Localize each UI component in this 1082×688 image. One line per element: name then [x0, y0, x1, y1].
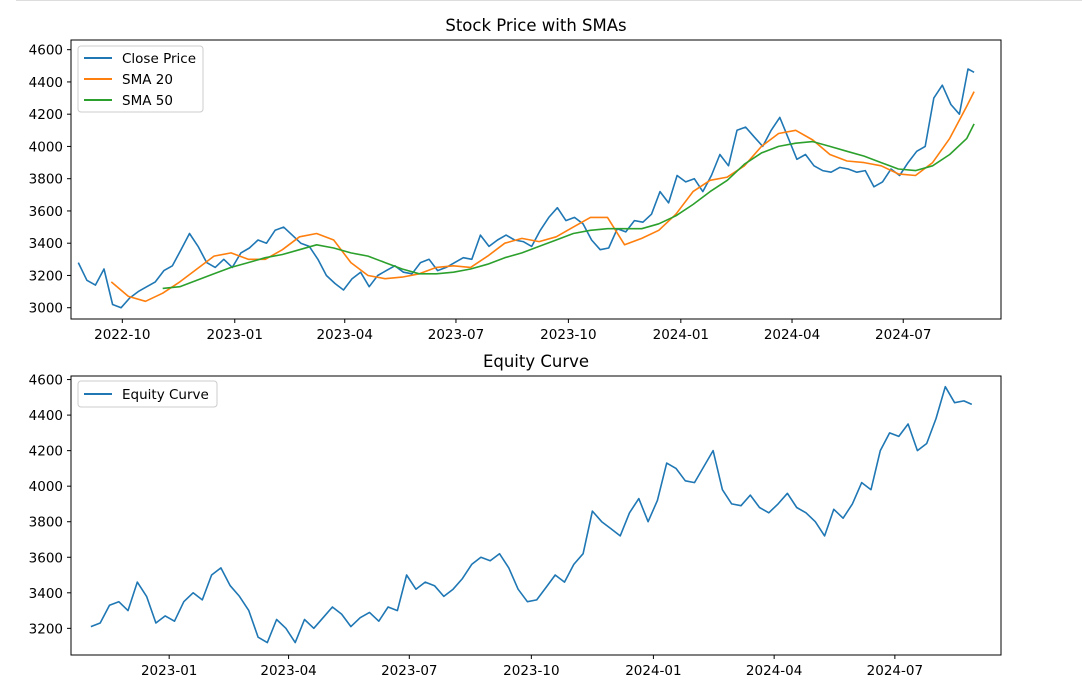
- legend: Close Price SMA 20 SMA 50: [77, 45, 204, 113]
- x-tick-label: 2023-10: [540, 327, 596, 343]
- x-tick-label: 2024-04: [746, 663, 802, 679]
- y-tick-label: 3200: [29, 621, 63, 637]
- chart-title: Equity Curve: [483, 352, 589, 371]
- x-tick-label: 2024-01: [653, 327, 709, 343]
- x-tick-label: 2024-07: [875, 327, 931, 343]
- x-tick-label: 2024-07: [867, 663, 923, 679]
- legend-box: [77, 380, 218, 408]
- x-tick-label: 2023-07: [381, 663, 437, 679]
- y-tick-label: 3200: [29, 268, 63, 284]
- legend: Equity Curve: [77, 380, 218, 408]
- series-lines: [90, 385, 973, 644]
- series-line-sma-50: [162, 123, 975, 290]
- y-tick-label: 3600: [29, 204, 63, 220]
- x-tick-label: 2024-04: [764, 327, 820, 343]
- x-tick-label: 2023-01: [141, 663, 197, 679]
- series-lines: [77, 68, 975, 309]
- y-tick-label: 3800: [29, 515, 63, 531]
- x-tick-label: 2022-10: [94, 327, 150, 343]
- stock-price-panel: Stock Price with SMAs 2022-10 2023-01 2023…: [29, 16, 1002, 343]
- legend-label: SMA 50: [122, 93, 173, 109]
- y-tick-label: 4600: [29, 43, 63, 59]
- top-rule: [16, 0, 1082, 1]
- x-tick-label: 2023-04: [317, 327, 373, 343]
- y-tick-label: 4000: [29, 479, 63, 495]
- legend-label: SMA 20: [122, 72, 173, 88]
- x-tick-label: 2023-07: [428, 327, 484, 343]
- y-tick-label: 4200: [29, 444, 63, 460]
- y-tick-label: 3400: [29, 236, 63, 252]
- legend-box: [77, 45, 204, 113]
- y-tick-label: 3600: [29, 550, 63, 566]
- equity-curve-panel: Equity Curve 2023-01 2023-04 2023-07 2023-1…: [29, 352, 1002, 679]
- legend-label: Equity Curve: [122, 387, 209, 403]
- y-tick-label: 4600: [29, 373, 63, 389]
- series-line-close-price: [77, 68, 975, 309]
- x-tick-label: 2023-01: [207, 327, 263, 343]
- series-line-equity-curve: [90, 385, 973, 644]
- y-tick-label: 3800: [29, 172, 63, 188]
- x-tick-label: 2023-10: [503, 663, 559, 679]
- legend-label: Close Price: [122, 51, 196, 67]
- x-tick-label: 2023-04: [260, 663, 316, 679]
- y-tick-label: 4400: [29, 408, 63, 424]
- y-tick-label: 4400: [29, 75, 63, 91]
- axis-ticks: 2022-10 2023-01 2023-04 2023-07 2023-10 2024-…: [29, 43, 932, 343]
- plot-frame: [70, 39, 1002, 320]
- axis-ticks: 2023-01 2023-04 2023-07 2023-10 2024-01 2024-…: [29, 373, 923, 679]
- x-tick-label: 2024-01: [625, 663, 681, 679]
- y-tick-label: 3400: [29, 586, 63, 602]
- y-tick-label: 4000: [29, 139, 63, 155]
- plot-frame: [70, 375, 1002, 656]
- y-tick-label: 4200: [29, 107, 63, 123]
- series-line-sma-20: [110, 91, 975, 303]
- y-tick-label: 3000: [29, 301, 63, 317]
- chart-title: Stock Price with SMAs: [445, 16, 626, 35]
